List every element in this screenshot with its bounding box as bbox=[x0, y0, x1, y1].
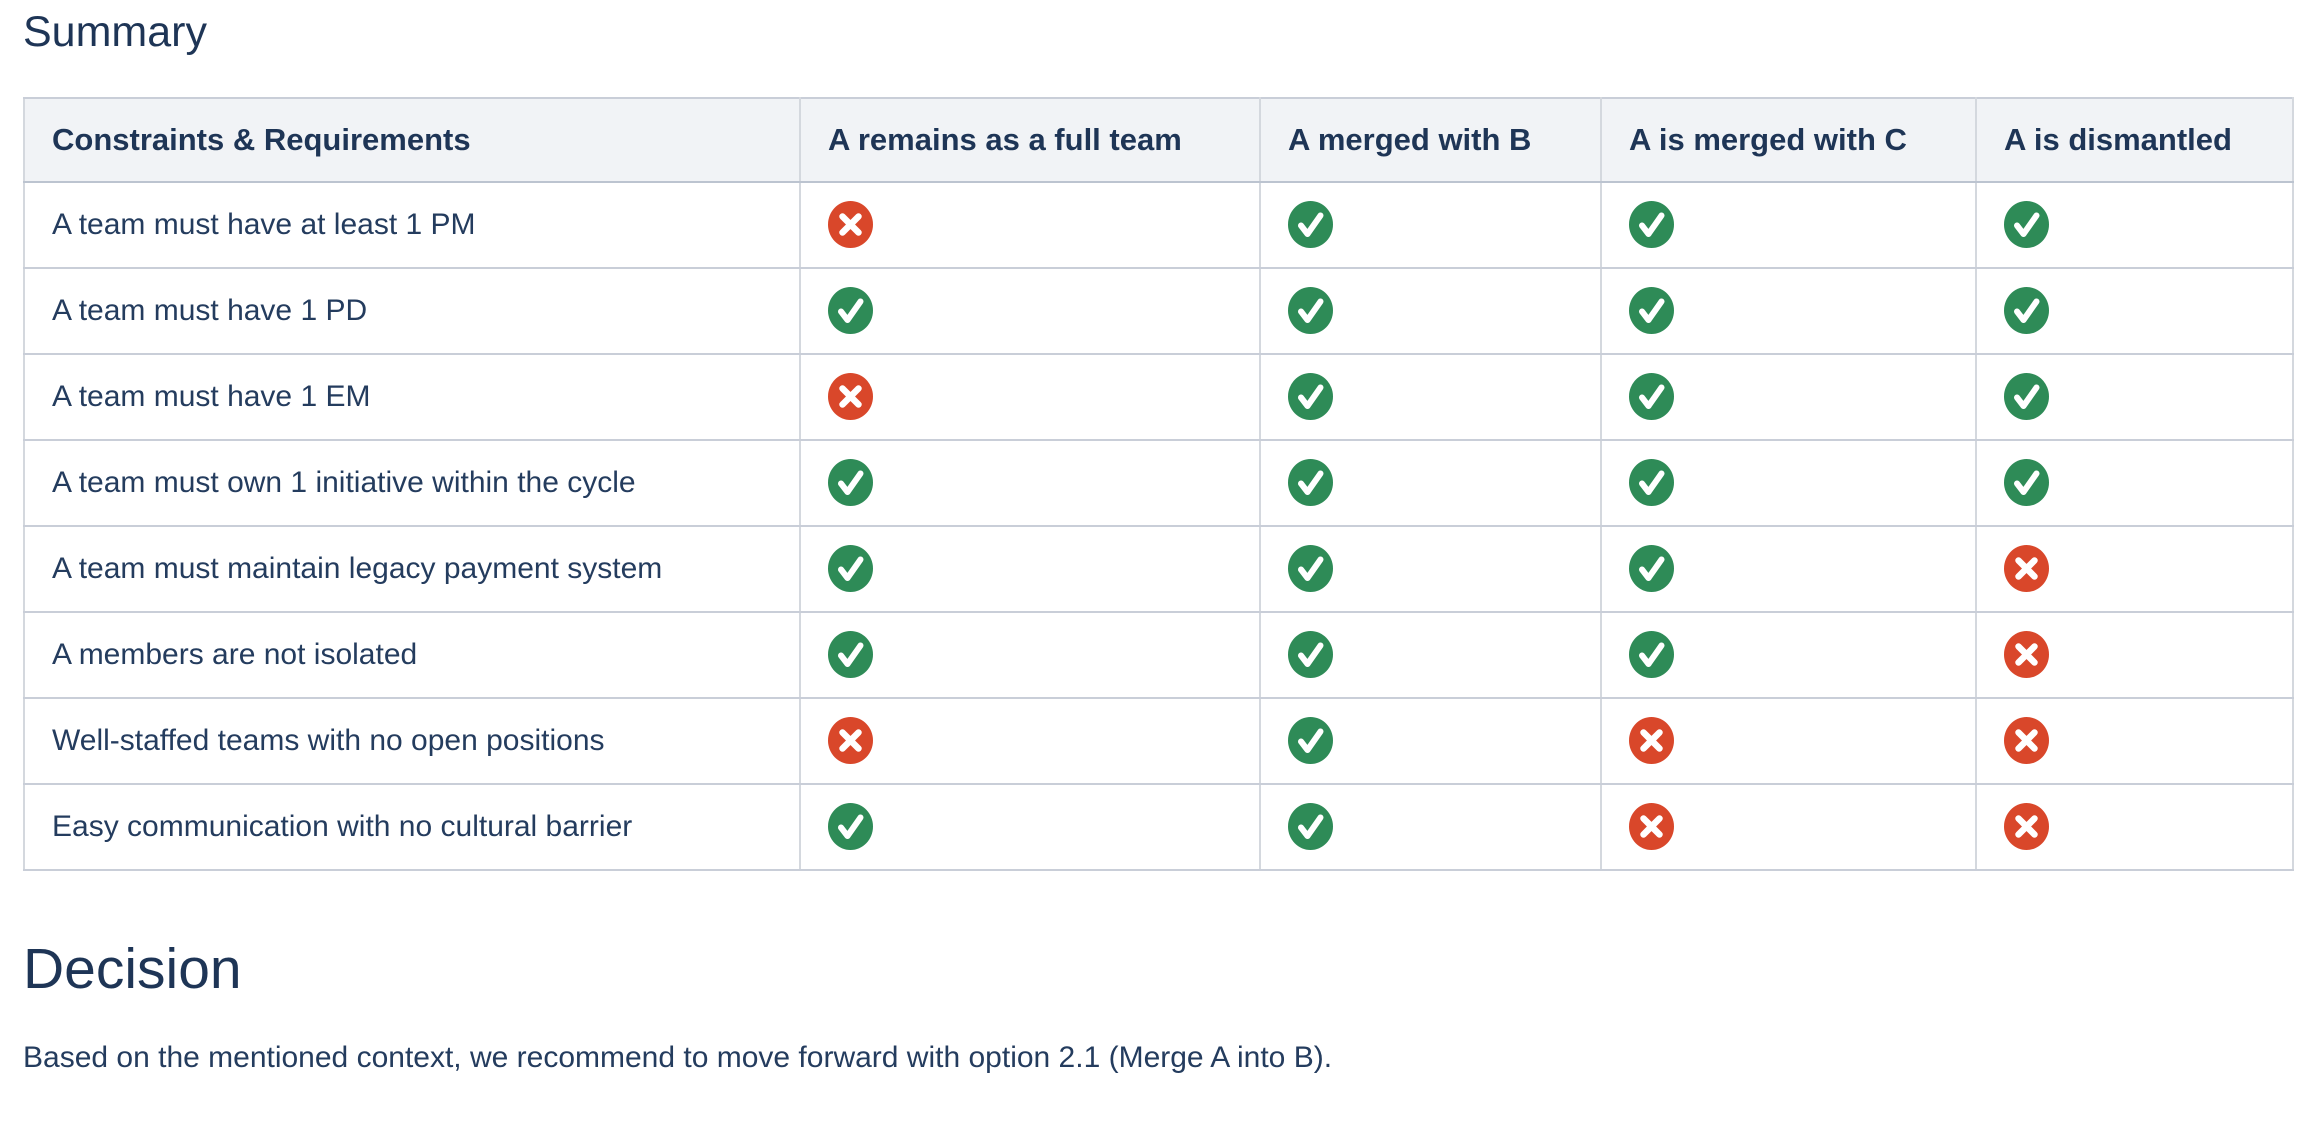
header-row: Constraints & Requirements A remains as … bbox=[23, 96, 2294, 183]
status-cell bbox=[1975, 524, 2294, 613]
status-cell bbox=[1600, 610, 1977, 699]
cross-icon bbox=[2004, 631, 2049, 679]
status-cell bbox=[1259, 266, 1602, 355]
status-cell bbox=[1975, 610, 2294, 699]
constraint-label: A team must have 1 EM bbox=[23, 352, 801, 441]
cross-icon bbox=[1629, 717, 1674, 765]
table-row: A team must have at least 1 PM bbox=[23, 180, 2294, 269]
table-row: A team must own 1 initiative within the … bbox=[23, 438, 2294, 527]
status-cell bbox=[1259, 696, 1602, 785]
status-cell bbox=[1975, 696, 2294, 785]
check-icon bbox=[2004, 373, 2049, 421]
cross-icon bbox=[2004, 545, 2049, 593]
check-icon bbox=[1629, 631, 1674, 679]
check-icon bbox=[2004, 287, 2049, 335]
status-cell bbox=[799, 696, 1261, 785]
col-header-merged-b: A merged with B bbox=[1259, 96, 1602, 183]
check-icon bbox=[828, 631, 873, 679]
cross-icon bbox=[1629, 803, 1674, 851]
decision-text: Based on the mentioned context, we recom… bbox=[23, 1041, 1333, 1075]
status-cell bbox=[1259, 352, 1602, 441]
cross-icon bbox=[828, 717, 873, 765]
check-icon bbox=[2004, 459, 2049, 507]
status-cell bbox=[1600, 180, 1977, 269]
table-row: A members are not isolated bbox=[23, 610, 2294, 699]
status-cell bbox=[1259, 524, 1602, 613]
status-cell bbox=[1259, 180, 1602, 269]
check-icon bbox=[1288, 631, 1333, 679]
constraint-label: Easy communication with no cultural barr… bbox=[23, 782, 801, 871]
check-icon bbox=[1288, 287, 1333, 335]
col-header-dismantled: A is dismantled bbox=[1975, 96, 2294, 183]
constraint-label: A team must have at least 1 PM bbox=[23, 180, 801, 269]
status-cell bbox=[1600, 782, 1977, 871]
check-icon bbox=[828, 459, 873, 507]
status-cell bbox=[1975, 266, 2294, 355]
check-icon bbox=[1629, 287, 1674, 335]
constraint-label: A members are not isolated bbox=[23, 610, 801, 699]
status-cell bbox=[1600, 696, 1977, 785]
status-cell bbox=[1600, 524, 1977, 613]
check-icon bbox=[1288, 803, 1333, 851]
cross-icon bbox=[2004, 717, 2049, 765]
check-icon bbox=[828, 287, 873, 335]
summary-table-header: Constraints & Requirements A remains as … bbox=[23, 96, 2294, 183]
summary-heading: Summary bbox=[23, 8, 207, 56]
status-cell bbox=[1975, 782, 2294, 871]
constraint-label: A team must have 1 PD bbox=[23, 266, 801, 355]
status-cell bbox=[1600, 266, 1977, 355]
table-row: A team must maintain legacy payment syst… bbox=[23, 524, 2294, 613]
check-icon bbox=[1629, 373, 1674, 421]
status-cell bbox=[799, 180, 1261, 269]
status-cell bbox=[799, 610, 1261, 699]
status-cell bbox=[799, 438, 1261, 527]
col-header-merged-c: A is merged with C bbox=[1600, 96, 1977, 183]
status-cell bbox=[799, 352, 1261, 441]
status-cell bbox=[1600, 438, 1977, 527]
constraint-label: Well-staffed teams with no open position… bbox=[23, 696, 801, 785]
status-cell bbox=[1975, 352, 2294, 441]
status-cell bbox=[1975, 438, 2294, 527]
check-icon bbox=[1288, 545, 1333, 593]
check-icon bbox=[1629, 201, 1674, 249]
status-cell bbox=[799, 266, 1261, 355]
check-icon bbox=[828, 545, 873, 593]
cross-icon bbox=[2004, 803, 2049, 851]
status-cell bbox=[799, 782, 1261, 871]
check-icon bbox=[828, 803, 873, 851]
status-cell bbox=[1975, 180, 2294, 269]
table-row: Well-staffed teams with no open position… bbox=[23, 696, 2294, 785]
table-row: A team must have 1 PD bbox=[23, 266, 2294, 355]
col-header-constraints: Constraints & Requirements bbox=[23, 96, 801, 183]
cross-icon bbox=[828, 201, 873, 249]
check-icon bbox=[1288, 717, 1333, 765]
check-icon bbox=[1288, 459, 1333, 507]
check-icon bbox=[1629, 459, 1674, 507]
check-icon bbox=[1288, 373, 1333, 421]
status-cell bbox=[1600, 352, 1977, 441]
status-cell bbox=[1259, 438, 1602, 527]
status-cell bbox=[799, 524, 1261, 613]
table-row: A team must have 1 EM bbox=[23, 352, 2294, 441]
constraint-label: A team must maintain legacy payment syst… bbox=[23, 524, 801, 613]
status-cell bbox=[1259, 782, 1602, 871]
summary-table-body: A team must have at least 1 PM A team mu… bbox=[23, 180, 2294, 871]
constraint-label: A team must own 1 initiative within the … bbox=[23, 438, 801, 527]
col-header-full-team: A remains as a full team bbox=[799, 96, 1261, 183]
decision-heading: Decision bbox=[23, 936, 242, 1001]
cross-icon bbox=[828, 373, 873, 421]
check-icon bbox=[1629, 545, 1674, 593]
document-page: Summary Constraints & Requirements A rem… bbox=[23, 8, 2294, 1075]
table-row: Easy communication with no cultural barr… bbox=[23, 782, 2294, 871]
check-icon bbox=[1288, 201, 1333, 249]
check-icon bbox=[2004, 201, 2049, 249]
summary-table: Constraints & Requirements A remains as … bbox=[23, 96, 2294, 871]
status-cell bbox=[1259, 610, 1602, 699]
